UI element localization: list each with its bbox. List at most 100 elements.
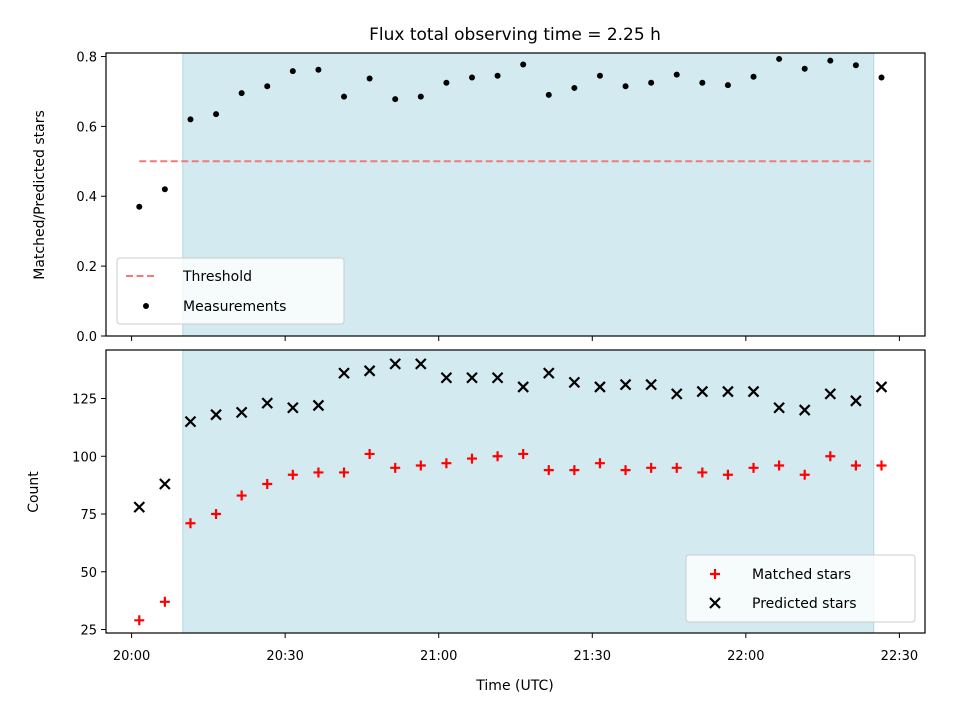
top-y-tick-label: 0.2: [76, 260, 97, 275]
legend-predicted-stars-swatch: [709, 597, 721, 609]
top-legend: [116, 257, 345, 325]
bottom-y-axis-label: Count: [26, 471, 42, 513]
legend-threshold-label: Threshold: [182, 269, 252, 285]
predicted-stars-point: [466, 371, 478, 384]
top-measurement-point: [494, 72, 501, 79]
matched-stars-point: [441, 458, 452, 469]
matched-stars-point: [825, 451, 836, 462]
top-measurement-point: [622, 83, 629, 90]
x-axis-label: Time (UTC): [475, 678, 553, 694]
matched-stars-point: [134, 615, 145, 626]
bottom-x-tick-label: 21:00: [420, 649, 457, 664]
predicted-stars-point: [645, 378, 657, 391]
bottom-x-tick-label: 20:30: [266, 649, 303, 664]
predicted-stars-point: [389, 358, 401, 370]
matched-stars-point: [620, 465, 631, 476]
bottom-y-tick-label: 25: [80, 624, 97, 639]
matched-stars-point: [876, 460, 887, 471]
top-measurement-point: [136, 203, 143, 210]
top-y-tick-label: 0.6: [76, 120, 97, 135]
bottom-y-tick-label: 125: [72, 393, 97, 408]
top-measurement-point: [289, 68, 296, 75]
predicted-stars-point: [491, 371, 504, 384]
top-measurement-point: [315, 66, 322, 73]
top-measurement-point: [366, 75, 373, 82]
matched-stars-point: [415, 460, 426, 471]
predicted-stars-point: [261, 397, 274, 409]
matched-stars-point: [594, 458, 605, 469]
matched-stars-point: [287, 469, 298, 480]
predicted-stars-point: [747, 385, 760, 398]
predicted-stars-point: [619, 378, 632, 391]
predicted-stars-point: [312, 399, 325, 412]
matched-stars-point: [748, 462, 759, 473]
bottom-x-tick-label: 21:30: [574, 649, 611, 664]
matched-stars-point: [799, 469, 810, 480]
top-measurement-point: [724, 82, 731, 89]
matched-stars-point: [518, 448, 529, 459]
top-measurement-point: [801, 65, 808, 72]
matched-stars-point: [850, 460, 861, 471]
predicted-stars-point: [338, 367, 350, 379]
bottom-x-tick-label: 22:00: [727, 649, 764, 664]
predicted-stars-point: [824, 388, 837, 400]
predicted-stars-point: [517, 381, 529, 393]
matched-stars-point: [697, 467, 708, 478]
chart-title: Flux total observing time = 2.25 h: [369, 25, 661, 45]
matched-stars-point: [185, 518, 196, 529]
matched-stars-point: [236, 490, 247, 501]
bottom-x-tick-label: 20:00: [113, 649, 150, 664]
predicted-stars-point: [363, 365, 376, 377]
matched-stars-point: [492, 451, 503, 462]
top-y-tick-label: 0.4: [76, 190, 97, 205]
top-measurement-point: [571, 84, 578, 91]
predicted-stars-point: [696, 385, 709, 398]
top-measurement-point: [392, 96, 399, 103]
top-y-tick-label: 0.0: [76, 330, 97, 345]
top-measurement-point: [187, 116, 194, 123]
legend-matched-stars-swatch: [710, 569, 720, 579]
matched-stars-point: [339, 467, 350, 478]
top-plot-panel: 0.0 0.2 0.4 0.6 0.8 Threshold Measurements: [76, 50, 926, 345]
top-measurement-point: [673, 71, 680, 78]
predicted-stars-point: [184, 415, 197, 428]
top-measurement-point: [213, 111, 220, 118]
bottom-y-tick-label: 50: [80, 566, 97, 581]
predicted-stars-point: [670, 388, 683, 400]
top-measurement-point: [468, 74, 475, 81]
predicted-stars-point: [415, 358, 427, 370]
top-y-tick-label: 0.8: [76, 50, 97, 65]
predicted-stars-point: [875, 381, 888, 393]
predicted-stars-point: [542, 367, 555, 379]
matched-stars-point: [211, 509, 222, 520]
matched-stars-point: [262, 478, 273, 489]
top-measurement-point: [341, 93, 348, 100]
predicted-stars-point: [210, 408, 222, 421]
matched-stars-point: [390, 462, 401, 473]
matched-stars-point: [159, 596, 170, 607]
bottom-x-tick-label: 22:30: [881, 649, 918, 664]
matched-stars-point: [569, 465, 580, 476]
top-measurement-point: [596, 72, 603, 79]
bottom-axes-frame: [105, 349, 926, 634]
predicted-stars-point: [594, 381, 606, 393]
top-measurement-point: [520, 61, 527, 68]
top-measurement-point: [443, 79, 450, 86]
matched-stars-point: [646, 462, 657, 473]
bottom-y-tick-label: 100: [72, 450, 97, 465]
top-measurement-point: [238, 90, 245, 97]
top-measurement-point: [545, 91, 552, 98]
top-measurement-point: [417, 93, 424, 100]
predicted-stars-point: [133, 501, 146, 513]
top-measurement-point: [827, 57, 834, 64]
matched-stars-point: [722, 469, 733, 480]
top-measurement-point: [852, 62, 859, 69]
predicted-stars-point: [287, 401, 299, 414]
predicted-stars-point: [850, 395, 862, 407]
top-measurement-point: [648, 79, 655, 86]
matched-stars-point: [671, 462, 682, 473]
legend-measurements-label: Measurements: [183, 299, 286, 315]
predicted-stars-point: [159, 478, 171, 490]
top-measurement-point: [264, 83, 271, 90]
